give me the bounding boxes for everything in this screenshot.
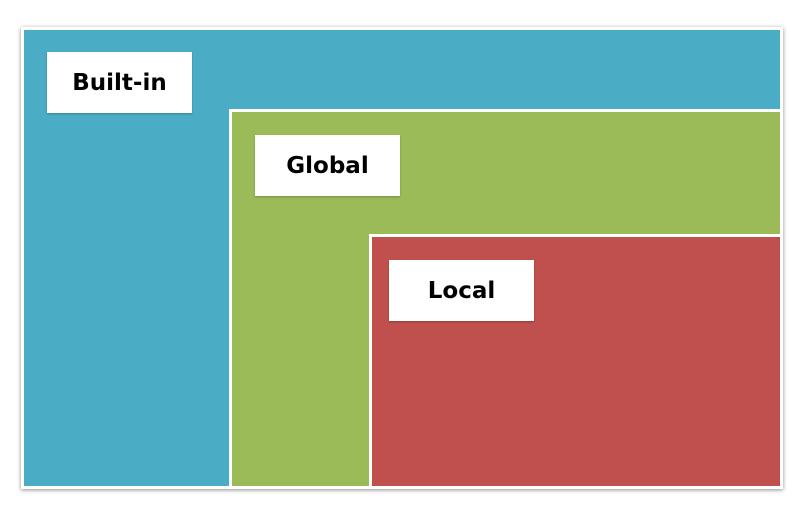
global-scope-label: Global <box>255 135 400 196</box>
builtin-scope-label: Built-in <box>47 52 192 113</box>
local-scope-label: Local <box>389 260 534 321</box>
